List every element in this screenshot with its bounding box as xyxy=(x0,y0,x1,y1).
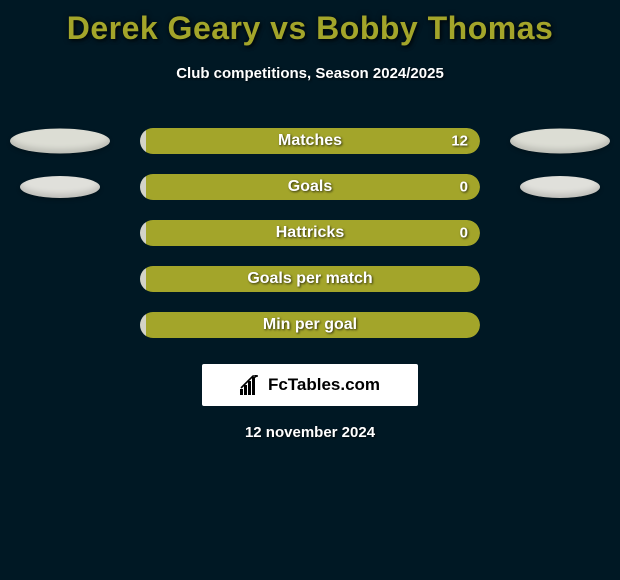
stat-row: Min per goal xyxy=(0,302,620,348)
page-subtitle: Club competitions, Season 2024/2025 xyxy=(0,65,620,82)
stat-bar xyxy=(140,266,480,292)
stat-bar xyxy=(140,128,480,154)
stat-bar-right-seg xyxy=(146,220,480,246)
page-title: Derek Geary vs Bobby Thomas xyxy=(0,0,620,47)
stat-bar xyxy=(140,174,480,200)
stat-row: Matches12 xyxy=(0,118,620,164)
stat-bar xyxy=(140,220,480,246)
stat-bar xyxy=(140,312,480,338)
player-right-ellipse xyxy=(520,176,600,198)
stat-row: Hattricks0 xyxy=(0,210,620,256)
player-right-ellipse xyxy=(510,129,610,154)
player-left-ellipse xyxy=(10,129,110,154)
stat-bar-right-seg xyxy=(146,312,480,338)
stat-row: Goals per match xyxy=(0,256,620,302)
comparison-infographic: Derek Geary vs Bobby Thomas Club competi… xyxy=(0,0,620,580)
chart-icon xyxy=(240,375,262,395)
source-badge-text: FcTables.com xyxy=(268,375,380,395)
stat-row: Goals0 xyxy=(0,164,620,210)
stat-bar-right-seg xyxy=(146,266,480,292)
stat-bar-right-seg xyxy=(146,128,480,154)
date-text: 12 november 2024 xyxy=(0,424,620,441)
stat-bar-right-seg xyxy=(146,174,480,200)
source-badge: FcTables.com xyxy=(202,364,418,406)
player-left-ellipse xyxy=(20,176,100,198)
stats-container: Matches12Goals0Hattricks0Goals per match… xyxy=(0,118,620,348)
